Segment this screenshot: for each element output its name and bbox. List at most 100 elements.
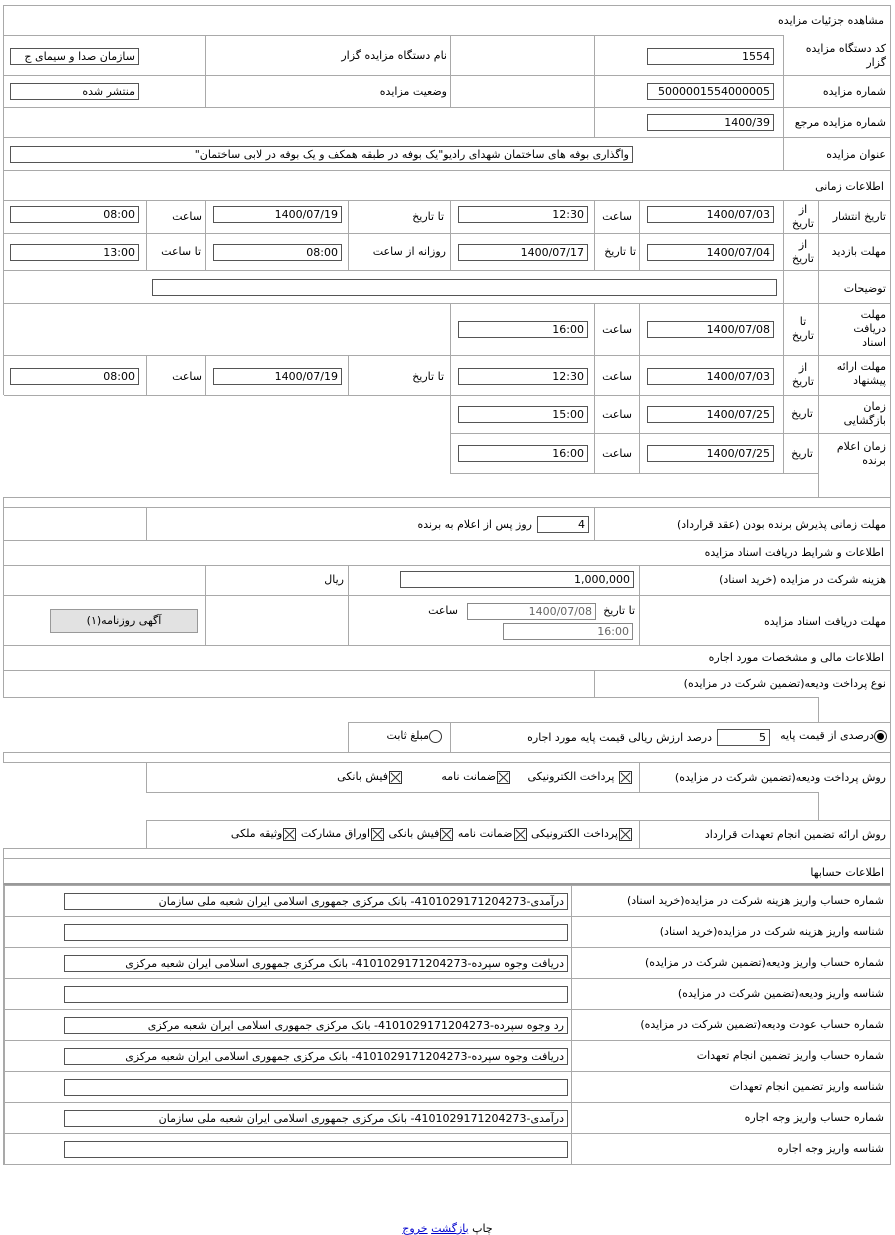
org-code-field[interactable]: 1554 <box>647 48 774 65</box>
hour-label: ساعت <box>428 604 458 617</box>
from-date-label: از تاریخ <box>792 238 814 265</box>
offer-to-date[interactable]: 1400/07/19 <box>213 368 342 385</box>
account-field[interactable]: درآمدی-4101029171204273- بانک مرکزی جمهو… <box>64 893 568 910</box>
auction-no-field[interactable]: 5000001554000005 <box>647 83 774 100</box>
hour-label: ساعت <box>172 370 202 383</box>
checkbox-icon[interactable] <box>497 770 510 784</box>
auction-no-label: شماره مزایده <box>822 85 886 98</box>
finance-header: اطلاعات مالی و مشخصات مورد اجاره <box>708 651 884 664</box>
offer-label: مهلت ارائه پیشنهاد <box>836 360 886 387</box>
percent-field[interactable]: 5 <box>717 729 770 746</box>
docs-deadline-time[interactable]: 16:00 <box>503 623 633 640</box>
accounts-header: اطلاعات حسابها <box>810 866 884 879</box>
docs-deadline-date[interactable]: 1400/07/08 <box>467 603 596 620</box>
status-field[interactable]: منتشر شده <box>10 83 139 100</box>
account-field[interactable] <box>64 1141 568 1158</box>
hour-label: ساعت <box>602 447 632 460</box>
hour-label: ساعت <box>602 408 632 421</box>
to-date-label: تا تاریخ <box>603 604 635 617</box>
radio-empty-icon[interactable] <box>429 729 442 743</box>
publish-to-date[interactable]: 1400/07/19 <box>213 206 342 223</box>
publish-label: تاریخ انتشار <box>832 210 886 223</box>
time-header: اطلاعات زمانی <box>815 180 884 193</box>
offer-from-date[interactable]: 1400/07/03 <box>647 368 774 385</box>
account-row: شناسه واریز تضمین انجام تعهدات <box>3 1071 891 1103</box>
newspaper-ad-button[interactable]: آگهی روزنامه(۱) <box>50 609 198 633</box>
deposit-method-bank-slip[interactable]: فیش بانکی <box>337 770 403 784</box>
account-field[interactable]: دریافت وجوه سپرده-4101029171204273- بانک… <box>64 955 568 972</box>
checkbox-icon[interactable] <box>513 827 527 841</box>
account-field[interactable] <box>64 986 568 1003</box>
deposit-method-guarantee[interactable]: ضمانت نامه <box>441 770 511 784</box>
docs-section-header: اطلاعات و شرایط دریافت اسناد مزایده <box>704 546 884 559</box>
checkbox-icon[interactable] <box>619 770 632 784</box>
docs-to-time[interactable]: 16:00 <box>458 321 588 338</box>
publish-to-time[interactable]: 08:00 <box>10 206 139 223</box>
date-label: تاریخ <box>791 407 813 420</box>
acceptance-label: مهلت زمانی پذیرش برنده بودن (عقد قرارداد… <box>676 518 886 531</box>
guarantee-methods: پرداخت الکترونیکی ضمانت نامه فیش بانکی ا… <box>231 827 633 841</box>
account-row: شناسه واریز ودیعه(تضمین شرکت در مزایده) <box>3 978 891 1010</box>
title-label: عنوان مزایده <box>826 148 886 161</box>
title-field[interactable]: واگذاری بوفه های ساختمان شهدای رادیو"یک … <box>10 146 633 163</box>
account-row: شماره حساب واریز هزینه شرکت در مزایده(خر… <box>3 885 891 917</box>
to-date-label: تا تاریخ <box>604 245 636 258</box>
org-name-field[interactable]: سازمان صدا و سیمای ج <box>10 48 139 65</box>
account-row: شماره حساب واریز ودیعه(تضمین شرکت در مزا… <box>3 947 891 979</box>
hour-label: ساعت <box>602 210 632 223</box>
checkbox-icon[interactable] <box>619 827 632 841</box>
fee-label: هزینه شرکت در مزایده (خرید اسناد) <box>719 573 886 586</box>
checkbox-icon[interactable] <box>283 827 297 841</box>
account-field[interactable] <box>64 1079 568 1096</box>
radio-selected-icon[interactable] <box>874 729 887 743</box>
account-row: شناسه واریز وجه اجاره <box>3 1133 891 1165</box>
visit-label: مهلت بازدید <box>831 245 886 258</box>
to-date-label: تا تاریخ <box>412 210 444 223</box>
ref-no-field[interactable]: 1400/39 <box>647 114 774 131</box>
winner-time[interactable]: 16:00 <box>458 445 588 462</box>
from-date-label: از تاریخ <box>792 361 814 388</box>
to-date-label: تا تاریخ <box>412 370 444 383</box>
visit-to-date[interactable]: 1400/07/17 <box>458 244 588 261</box>
page-header: مشاهده جزئیات مزایده <box>3 5 891 36</box>
checkbox-icon[interactable] <box>389 770 402 784</box>
notes-field[interactable] <box>152 279 777 296</box>
deposit-method-electronic[interactable]: پرداخت الکترونیکی <box>528 770 634 784</box>
publish-from-time[interactable]: 12:30 <box>458 206 588 223</box>
account-field[interactable]: دریافت وجوه سپرده-4101029171204273- بانک… <box>64 1048 568 1065</box>
deposit-type-label: نوع پرداخت ودیعه(تضمین شرکت در مزایده) <box>683 677 886 690</box>
docs-deadline-label: مهلت دریافت اسناد <box>853 308 886 349</box>
publish-from-date[interactable]: 1400/07/03 <box>647 206 774 223</box>
deposit-method-label: روش پرداخت ودیعه(تضمین شرکت در مزایده) <box>674 771 886 784</box>
winner-label: زمان اعلام برنده <box>836 440 886 467</box>
account-field[interactable] <box>64 924 568 941</box>
fixed-amount-option[interactable]: مبلغ ثابت <box>387 729 442 743</box>
hour-label: ساعت <box>172 210 202 223</box>
to-hour-label: تا ساعت <box>161 245 201 258</box>
account-field[interactable]: درآمدی-4101029171204273- بانک مرکزی جمهو… <box>64 1110 568 1127</box>
ref-no-label: شماره مزایده مرجع <box>794 116 886 129</box>
account-field[interactable]: رد وجوه سپرده-4101029171204273- بانک مرک… <box>64 1017 568 1034</box>
notes-label: توضیحات <box>843 282 886 295</box>
opening-time[interactable]: 15:00 <box>458 406 588 423</box>
fee-field[interactable]: 1,000,000 <box>400 571 634 588</box>
account-row: شناسه واریز هزینه شرکت در مزایده(خرید اس… <box>3 916 891 948</box>
opening-date[interactable]: 1400/07/25 <box>647 406 774 423</box>
docs-to-date[interactable]: 1400/07/08 <box>647 321 774 338</box>
date-label: تاریخ <box>791 447 813 460</box>
winner-date[interactable]: 1400/07/25 <box>647 445 774 462</box>
docs-deadline-label: مهلت دریافت اسناد مزایده <box>763 615 886 628</box>
offer-from-time[interactable]: 12:30 <box>458 368 588 385</box>
percent-option[interactable]: درصدی از قیمت پایه <box>780 729 887 743</box>
offer-to-time[interactable]: 08:00 <box>10 368 139 385</box>
visit-from-date[interactable]: 1400/07/04 <box>647 244 774 261</box>
acceptance-days[interactable]: 4 <box>537 516 589 533</box>
org-name-label: نام دستگاه مزایده گزار <box>341 49 447 62</box>
account-row: شماره حساب واریز وجه اجاره درآمدی-4101029… <box>3 1102 891 1134</box>
visit-daily-to[interactable]: 13:00 <box>10 244 139 261</box>
account-row: شماره حساب واریز تضمین انجام تعهدات دریاف… <box>3 1040 891 1072</box>
visit-daily-from[interactable]: 08:00 <box>213 244 342 261</box>
org-code-label: کد دستگاه مزایده گزار <box>805 42 886 69</box>
checkbox-icon[interactable] <box>371 827 385 841</box>
checkbox-icon[interactable] <box>440 827 454 841</box>
